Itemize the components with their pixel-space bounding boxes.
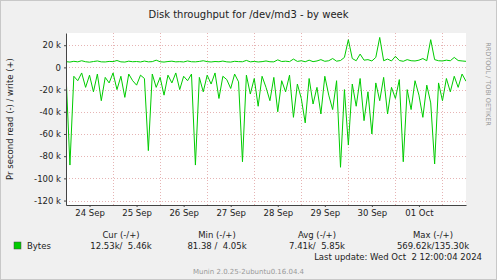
x-tick-mark [372, 205, 373, 207]
x-tick-mark [90, 205, 91, 207]
x-axis-line [67, 205, 467, 206]
legend-column-header: Min (-/+) [198, 230, 235, 240]
y-tick: -120 k [34, 196, 66, 206]
y-tick: -40 k [39, 107, 66, 117]
legend-value: 81.38 / 4.05k [187, 241, 246, 251]
x-tick-mark [419, 205, 420, 207]
y-tick: 0 [56, 63, 66, 73]
x-grid-line [113, 33, 114, 205]
y-grid-line [66, 134, 466, 135]
y-axis: -120 k -100 k -80 k -60 k -40 k -20 k 0 20 k [34, 34, 66, 206]
y-tick-mark [64, 90, 66, 91]
x-grid-line [254, 33, 255, 205]
x-tick: 24 Sep [75, 205, 105, 218]
y-grid-line [66, 156, 466, 157]
legend-column-header: Cur (-/+) [102, 230, 139, 240]
x-tick: 26 Sep [169, 205, 199, 218]
y-axis-line [66, 34, 67, 206]
y-tick: -100 k [34, 174, 66, 184]
x-tick-label: 24 Sep [75, 208, 105, 218]
y-tick-label: -20 k [39, 85, 61, 95]
y-tick-mark [64, 112, 66, 113]
watermark: RRDTOOL / TOBI OETIKER [484, 42, 492, 126]
y-tick-label: -40 k [39, 107, 61, 117]
legend-label: Bytes [27, 241, 51, 251]
y-tick-mark [64, 201, 66, 202]
legend-swatch [14, 242, 21, 249]
y-tick-mark [64, 45, 66, 46]
y-tick-mark [64, 156, 66, 157]
y-tick-label: -60 k [39, 129, 61, 139]
grid [66, 33, 466, 205]
x-tick: 29 Sep [311, 205, 341, 218]
x-tick-label: 26 Sep [169, 208, 199, 218]
y-grid-line [66, 201, 466, 202]
x-tick-mark [278, 205, 279, 207]
y-tick-mark [64, 134, 66, 135]
x-tick: 25 Sep [122, 205, 152, 218]
x-tick-label: 27 Sep [216, 208, 246, 218]
footer: Munin 2.0.25-2ubuntu0.16.04.4 [193, 268, 305, 276]
x-grid-line [395, 33, 396, 205]
x-tick-label: 30 Sep [358, 208, 388, 218]
series-line [66, 73, 466, 167]
x-grid-line [348, 33, 349, 205]
x-tick-label: 28 Sep [263, 208, 293, 218]
x-grid-line [301, 33, 302, 205]
y-tick-mark [64, 178, 66, 179]
background [1, 1, 497, 280]
y-axis-title: Pr second read (-) / write (+) [5, 58, 15, 180]
series-line [66, 37, 466, 62]
y-tick: -80 k [39, 151, 66, 161]
x-tick: 30 Sep [358, 205, 388, 218]
plot [66, 37, 466, 167]
y-tick-label: -100 k [34, 174, 61, 184]
y-grid-line [66, 67, 466, 68]
x-tick-mark [137, 205, 138, 207]
y-grid-line [66, 45, 466, 46]
x-grid-line [160, 33, 161, 205]
x-tick-label: 25 Sep [122, 208, 152, 218]
legend-value: 12.53k/ 5.46k [90, 241, 151, 251]
legend-column-header: Avg (-/+) [298, 230, 336, 240]
x-tick-mark [231, 205, 232, 207]
chart: -120 k -100 k -80 k -60 k -40 k -20 k 0 20 k 24 … [0, 0, 497, 280]
x-tick: 27 Sep [216, 205, 246, 218]
y-grid-line [66, 178, 466, 179]
plot-area [66, 33, 466, 205]
y-tick-mark [64, 67, 66, 68]
y-tick-label: 20 k [43, 40, 62, 50]
x-tick-label: 29 Sep [311, 208, 341, 218]
x-tick-label: 01 Oct [405, 208, 434, 218]
title: Disk throughput for /dev/md3 - by week [149, 9, 349, 20]
y-tick-label: -80 k [39, 151, 61, 161]
x-grid-line [442, 33, 443, 205]
x-axis: 24 Sep 25 Sep 26 Sep 27 Sep 28 Sep 29 Sep 30 S… [67, 205, 467, 218]
x-tick-mark [184, 205, 185, 207]
x-tick-mark [325, 205, 326, 207]
y-tick-label: 0 [56, 63, 61, 73]
x-tick: 01 Oct [405, 205, 434, 218]
y-tick: 20 k [43, 40, 66, 50]
legend-column-header: Max (-/+) [413, 230, 453, 240]
x-grid-line [207, 33, 208, 205]
y-tick: -20 k [39, 85, 66, 95]
last-update: Last update: Wed Oct 2 12:00:04 2024 [314, 252, 482, 262]
y-tick: -60 k [39, 129, 66, 139]
legend-value: 569.62k/135.30k [397, 241, 469, 251]
legend-value: 7.41k/ 5.85k [289, 241, 345, 251]
y-tick-label: -120 k [34, 196, 61, 206]
x-tick: 28 Sep [263, 205, 293, 218]
